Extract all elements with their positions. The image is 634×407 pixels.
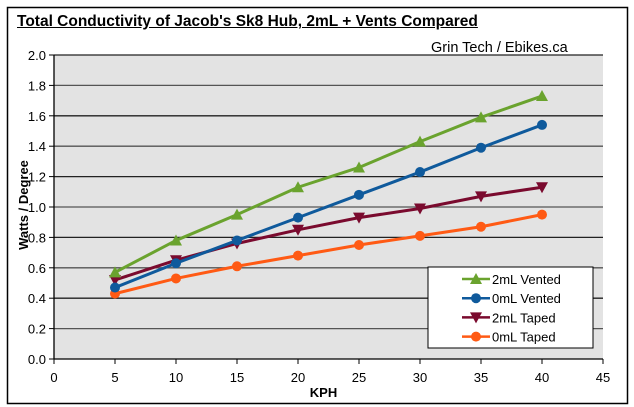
y-tick-label: 0.6	[28, 261, 46, 276]
x-tick-label: 35	[474, 370, 488, 385]
series-line	[114, 213, 543, 296]
series-line	[114, 185, 543, 282]
y-tick-label: 1.8	[28, 78, 46, 93]
legend-label: 0mL Taped	[492, 330, 556, 345]
data-point	[476, 221, 486, 232]
legend-marker	[470, 273, 482, 284]
legend-label: 0mL Vented	[492, 291, 561, 306]
y-tick-label: 1.6	[28, 109, 46, 124]
legend-marker	[471, 293, 481, 304]
series-0ml-vented	[110, 119, 547, 293]
data-point	[415, 230, 425, 241]
y-tick-label: 0.4	[28, 291, 46, 306]
x-tick-label: 5	[111, 370, 118, 385]
legend-item: 2mL Vented	[462, 272, 561, 287]
data-point	[292, 181, 304, 193]
x-tick-label: 20	[291, 370, 305, 385]
data-point	[415, 167, 425, 178]
data-point	[537, 209, 547, 220]
y-tick-label: 0.0	[28, 352, 46, 367]
legend-label: 2mL Vented	[492, 272, 561, 287]
data-point	[476, 142, 486, 153]
data-point	[170, 234, 182, 246]
data-point	[354, 189, 364, 200]
data-point	[293, 212, 303, 223]
legend: 2mL Vented 0mL Vented 2mL Taped 0mL Taped	[427, 266, 594, 349]
data-point	[109, 266, 121, 278]
data-point	[231, 208, 243, 220]
data-point	[110, 282, 120, 293]
chart-title: Total Conductivity of Jacob's Sk8 Hub, 2…	[17, 13, 478, 30]
legend-label: 2mL Taped	[492, 310, 556, 325]
y-tick-label: 1.0	[28, 200, 46, 215]
legend-box	[427, 266, 594, 349]
data-point	[537, 119, 547, 130]
series-2ml-vented	[109, 90, 548, 278]
series-line	[114, 123, 543, 289]
data-point	[232, 235, 242, 246]
data-point	[292, 224, 304, 236]
x-axis-label: KPH	[310, 385, 337, 400]
data-point	[353, 212, 365, 224]
data-point	[109, 274, 121, 286]
data-point	[475, 191, 487, 203]
series-group	[109, 90, 548, 299]
gridlines	[54, 54, 603, 330]
y-tick-label: 0.2	[28, 322, 46, 337]
y-tick-label: 2.0	[28, 48, 46, 63]
x-tick-label: 15	[230, 370, 244, 385]
legend-marker	[471, 331, 481, 342]
chart-border	[6, 6, 629, 405]
x-tick-labels: 0 5 10 15 20 25 30 35 40 45	[50, 359, 610, 385]
data-point	[354, 240, 364, 250]
y-tick-labels: 0.0 0.2 0.4 0.6 0.8 1.0 1.2 1.4 1.6 1.8 2.0	[28, 48, 54, 367]
legend-item: 0mL Vented	[462, 291, 561, 306]
data-point	[414, 135, 426, 147]
x-tick-label: 45	[596, 370, 610, 385]
x-tick-label: 30	[413, 370, 427, 385]
data-point	[232, 261, 242, 272]
x-tick-label: 25	[352, 370, 366, 385]
data-point	[353, 161, 365, 173]
y-tick-label: 0.8	[28, 230, 46, 245]
data-point	[536, 182, 548, 194]
legend-item: 0mL Taped	[462, 330, 556, 345]
data-point	[171, 258, 181, 269]
data-point	[171, 273, 181, 284]
data-point	[293, 250, 303, 261]
x-tick-label: 40	[535, 370, 549, 385]
legend-item: 2mL Taped	[462, 310, 556, 325]
x-tick-label: 10	[169, 370, 183, 385]
data-point	[414, 203, 426, 215]
chart-credit: Grin Tech / Ebikes.ca	[431, 40, 568, 56]
legend-marker	[470, 312, 482, 324]
series-line	[114, 94, 543, 274]
x-tick-label: 0	[50, 370, 57, 385]
data-point	[536, 90, 548, 102]
y-axis-label: Watts / Degree	[16, 160, 31, 250]
data-point	[475, 111, 487, 123]
y-tick-label: 1.4	[28, 139, 46, 154]
y-tick-label: 1.2	[28, 170, 46, 185]
